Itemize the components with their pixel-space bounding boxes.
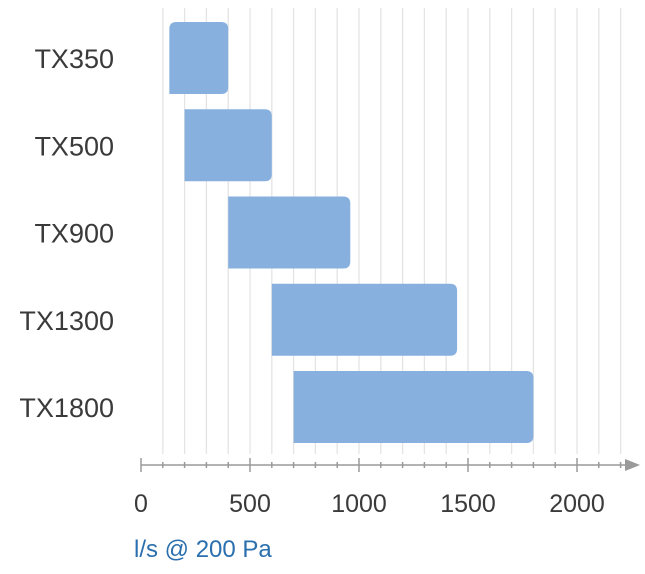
x-tick-label-500: 500: [229, 490, 271, 518]
category-label-tx1800: TX1800: [19, 393, 114, 423]
x-tick-label-1500: 1500: [440, 490, 496, 518]
category-labels: TX350 TX500 TX900 TX1300 TX1800: [19, 44, 114, 423]
bar-tx350: [169, 22, 229, 94]
x-tick-label-1000: 1000: [331, 490, 387, 518]
bar-tx1300: [271, 283, 458, 356]
x-axis-arrow: [625, 459, 640, 471]
x-axis-title: l/s @ 200 Pa: [134, 536, 272, 563]
category-label-tx1300: TX1300: [19, 306, 114, 336]
bar-tx1800: [293, 371, 534, 443]
x-tick-label-0: 0: [134, 490, 148, 518]
x-axis: 0 500 1000 1500 2000: [134, 458, 640, 518]
bar-tx900: [228, 196, 351, 269]
category-label-tx350: TX350: [34, 44, 114, 74]
category-label-tx900: TX900: [34, 219, 114, 249]
x-tick-label-2000: 2000: [549, 490, 605, 518]
bars: [169, 22, 534, 443]
category-label-tx500: TX500: [34, 131, 114, 161]
bar-tx500: [184, 109, 272, 182]
